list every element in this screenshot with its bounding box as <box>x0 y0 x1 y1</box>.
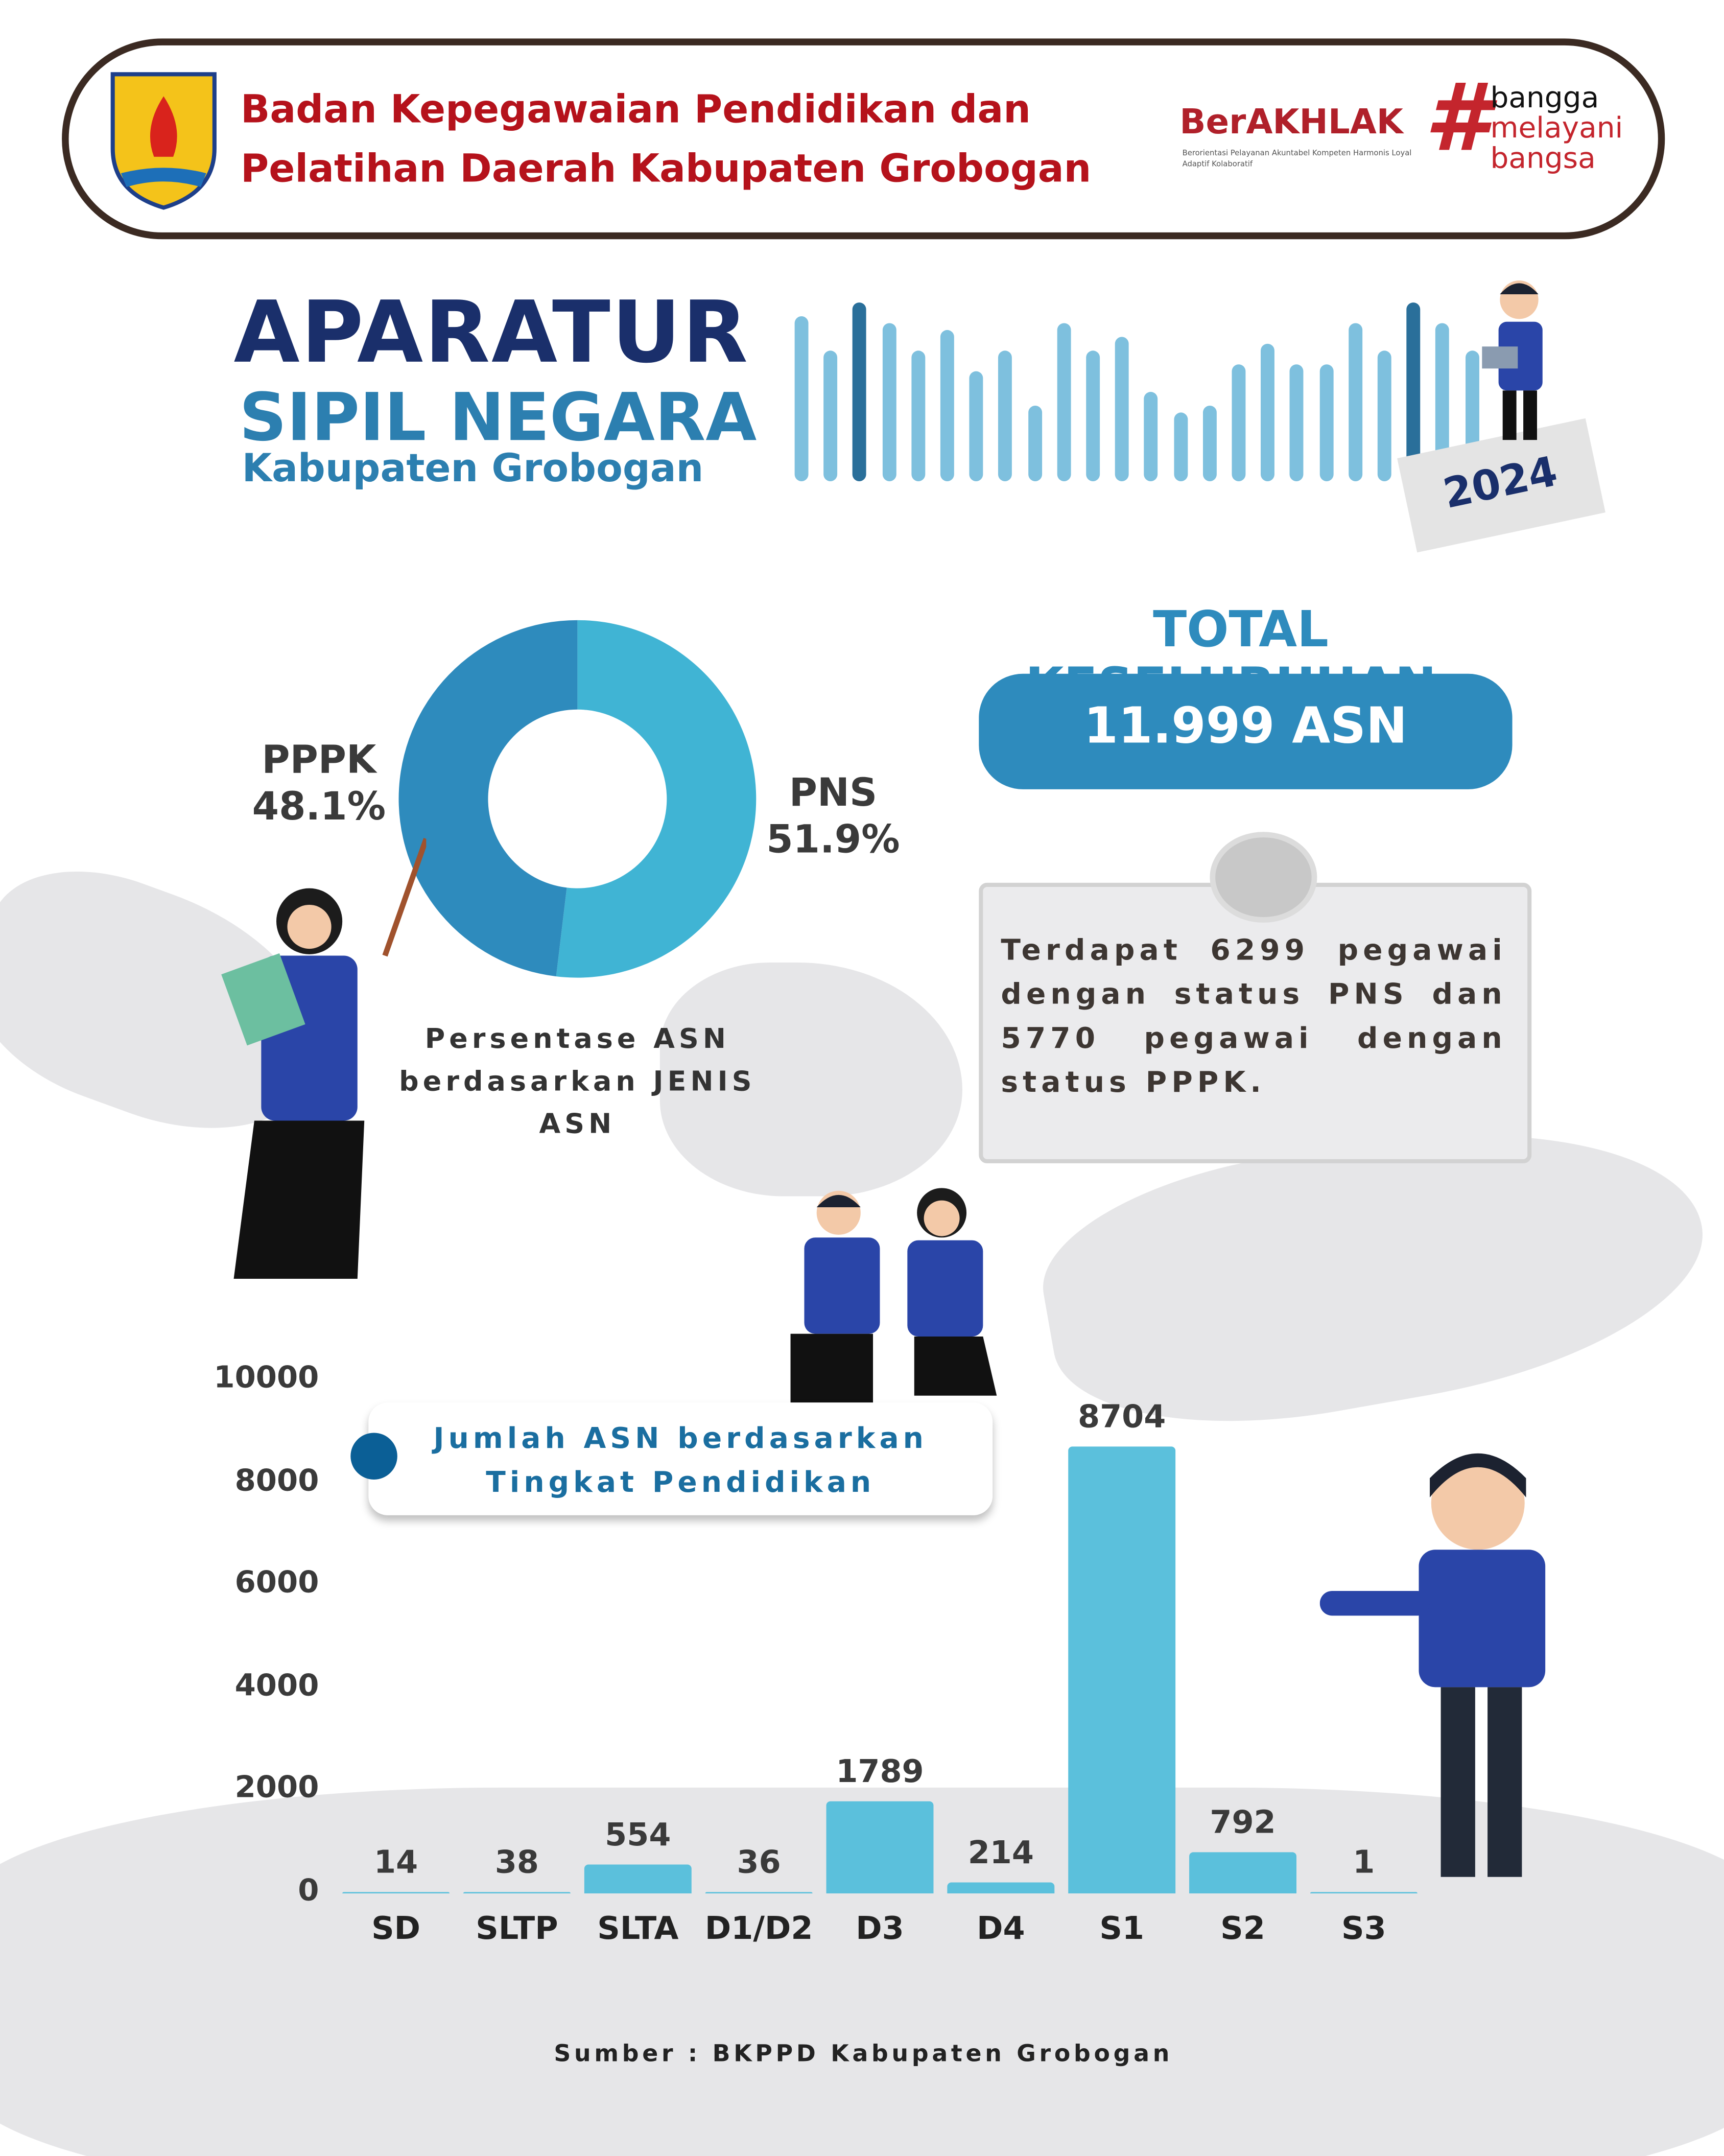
tagline-word: bangsa <box>1490 142 1596 175</box>
value-label: 1789 <box>836 1754 924 1791</box>
equalizer-bar <box>1086 350 1100 481</box>
tagline: bangga melayani bangsa <box>1490 82 1623 173</box>
pns-name: PNS <box>789 770 878 816</box>
chart-title: Jumlah ASN berdasarkan Tingkat Pendidika… <box>433 1421 928 1499</box>
equalizer-bar <box>1406 302 1421 481</box>
donut-caption: Persentase ASN berdasarkan JENIS ASN <box>399 1021 756 1140</box>
total-value: 11.999 ASN <box>1083 698 1408 755</box>
bar-sd <box>342 1891 450 1894</box>
bar-s2 <box>1189 1853 1296 1894</box>
x-tick-label: S1 <box>1099 1911 1145 1948</box>
bar-s3 <box>1310 1891 1418 1894</box>
equalizer-bar <box>911 350 925 481</box>
x-tick-label: S2 <box>1220 1911 1265 1948</box>
value-label: 1 <box>1353 1845 1375 1881</box>
agency-title: Badan Kepegawaian Pendidikan dan Pelatih… <box>241 80 1091 198</box>
x-tick-label: D3 <box>856 1911 904 1948</box>
x-tick-label: SLTP <box>476 1911 558 1948</box>
pns-percent: 51.9% <box>766 816 900 862</box>
value-label: 36 <box>737 1844 781 1881</box>
grobogan-logo <box>110 72 217 210</box>
note-card <box>979 882 1532 1163</box>
bar-s1 <box>1068 1447 1176 1894</box>
equalizer-bar <box>1057 323 1071 481</box>
y-tick-label: 8000 <box>234 1464 319 1498</box>
donut-slice-pns <box>556 620 757 978</box>
pppk-name: PPPK <box>262 737 376 783</box>
berakhlak-subtitle: Berorientasi Pelayanan Akuntabel Kompete… <box>1182 150 1412 170</box>
equalizer-bar <box>1319 364 1333 481</box>
equalizer-bar <box>882 323 896 481</box>
x-tick-label: SLTA <box>597 1911 679 1948</box>
equalizer-bar <box>823 350 838 481</box>
value-label: 792 <box>1210 1806 1276 1842</box>
y-tick-label: 2000 <box>234 1771 319 1806</box>
chart-legend <box>368 1402 993 1515</box>
tagline-word: melayani <box>1490 111 1623 145</box>
pointing-man-illustration <box>1319 1453 1546 1877</box>
y-tick-label: 6000 <box>234 1566 319 1601</box>
hero-title: APARATUR <box>233 282 749 383</box>
title-line-2: Pelatihan Daerah Kabupaten Grobogan <box>240 146 1092 192</box>
source-note: Sumber : BKPPD Kabupaten Grobogan <box>554 2041 1173 2068</box>
value-label: 214 <box>967 1836 1034 1872</box>
header-banner <box>62 38 1665 240</box>
equalizer-bar <box>1261 343 1275 481</box>
x-tick-label: SD <box>371 1911 421 1948</box>
pin-icon <box>1210 832 1317 923</box>
map-background <box>659 962 962 1197</box>
teacher-illustration <box>221 837 427 1279</box>
equalizer-bar <box>1173 412 1188 481</box>
equalizer-bar <box>940 330 954 481</box>
equalizer-bar <box>1202 405 1217 481</box>
hero-subtitle: SIPIL NEGARA <box>239 379 757 457</box>
value-label: 8704 <box>1078 1400 1166 1436</box>
equalizer-bar <box>1144 392 1159 481</box>
bar-slta <box>584 1865 692 1894</box>
bar-d4 <box>947 1882 1055 1894</box>
value-label: 14 <box>374 1845 418 1881</box>
y-tick-label: 0 <box>298 1874 319 1909</box>
legend-dot-icon <box>350 1433 397 1480</box>
equalizer-bar <box>1348 323 1362 481</box>
hero-region: Kabupaten Grobogan <box>242 446 704 491</box>
total-badge: 11.999 ASN <box>979 673 1513 789</box>
bar-d1-d2 <box>705 1891 813 1894</box>
note-text: Terdapat 6299 pegawai dengan status PNS … <box>1001 933 1507 1099</box>
bar-d3 <box>826 1801 934 1894</box>
pns-label: PNS 51.9% <box>764 770 902 863</box>
equalizer-bar <box>999 350 1012 481</box>
y-tick-label: 4000 <box>234 1669 319 1704</box>
equalizer-bar <box>969 371 983 481</box>
asn-type-donut-chart <box>398 620 757 978</box>
bar-sltp <box>463 1891 571 1894</box>
equalizer-bar <box>794 316 809 481</box>
donut-slice-pppk <box>398 620 578 977</box>
x-tick-label: D4 <box>977 1911 1025 1948</box>
x-tick-label: D1/D2 <box>704 1911 813 1948</box>
man-with-laptop-illustration <box>1482 280 1543 440</box>
x-tick-label: S3 <box>1341 1911 1386 1948</box>
equalizer-bar <box>1290 364 1304 481</box>
berakhlak-logo: BerAKHLAK <box>1179 102 1403 142</box>
pppk-percent: 48.1% <box>252 784 386 829</box>
value-label: 554 <box>605 1818 671 1854</box>
value-label: 38 <box>494 1844 539 1881</box>
pppk-label: PPPK 48.1% <box>247 737 390 831</box>
title-line-1: Badan Kepegawaian Pendidikan dan <box>240 86 1031 132</box>
equalizer-bar <box>1115 337 1129 481</box>
tagline-word: bangga <box>1490 81 1599 114</box>
y-tick-label: 10000 <box>214 1361 319 1396</box>
equalizer-bar <box>1232 364 1246 481</box>
couple-illustration <box>790 1188 997 1403</box>
hashtag-icon: # <box>1424 64 1490 174</box>
equalizer-bar <box>853 302 867 481</box>
equalizer-bar <box>1377 350 1391 481</box>
year-label: 2024 <box>1439 448 1562 519</box>
equalizer-bar <box>1028 405 1042 481</box>
